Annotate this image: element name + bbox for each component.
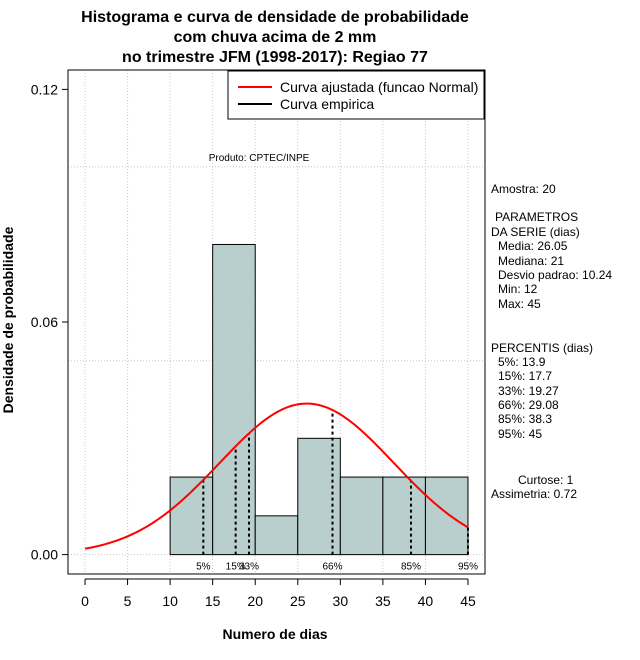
x-tick-label: 25 [290, 593, 306, 609]
stats-panel: Amostra: 20 PARAMETROS DA SERIE (dias) M… [491, 182, 612, 501]
histogram-bar [424, 476, 469, 556]
stat-desvio: Desvio padrao: 10.24 [498, 268, 612, 282]
y-tick-label: 0.00 [31, 547, 58, 563]
x-tick-label: 35 [375, 593, 391, 609]
stat-media: Media: 26.05 [498, 239, 568, 253]
histogram-bar [169, 476, 214, 556]
y-tick-label: 0.06 [31, 314, 58, 330]
x-tick-label: 15 [205, 593, 221, 609]
x-tick-label: 20 [247, 593, 263, 609]
stat-param-title-1: PARAMETROS [495, 210, 578, 224]
stat-curtose: Curtose: 1 [518, 473, 574, 487]
product-annotation: Produto: CPTEC/INPE [209, 153, 310, 164]
x-axis-label: Numero de dias [222, 626, 327, 642]
x-tick-label: 5 [124, 593, 132, 609]
normal-density-curve [84, 402, 469, 550]
stat-p85: 85%: 38.3 [498, 412, 552, 426]
percentile-label: 66% [322, 562, 342, 573]
stat-p66: 66%: 29.08 [498, 398, 559, 412]
percentile-label: 15% [226, 562, 246, 573]
stat-p15: 15%: 17.7 [498, 369, 552, 383]
x-tick-label: 0 [81, 593, 89, 609]
stat-p33: 33%: 19.27 [498, 384, 559, 398]
stat-mediana: Mediana: 21 [498, 254, 564, 268]
histogram-bar [339, 476, 384, 556]
chart-title-line-1: Histograma e curva de densidade de proba… [81, 9, 469, 26]
x-tick-label: 30 [333, 593, 349, 609]
y-axis-label: Densidade de probabilidade [0, 226, 16, 413]
stat-p5: 5%: 13.9 [498, 355, 546, 369]
percentile-label: 33% [239, 562, 259, 573]
axis-layer: 0 5 10 15 20 25 30 35 40 45 0.00 0.06 0.12 [31, 81, 476, 609]
percentile-layer: 5% 15%33% 66% 85% 95% [196, 410, 478, 573]
chart-title-line-2: com chuva acima de 2 mm [174, 29, 377, 46]
histogram-bar [212, 243, 256, 556]
x-tick-label: 10 [162, 593, 178, 609]
histogram-bar [297, 437, 341, 556]
stat-min: Min: 12 [498, 282, 538, 296]
legend-label-fitted: Curva ajustada (funcao Normal) [280, 79, 478, 95]
curve-layer [84, 402, 469, 550]
stat-param-title-2: DA SERIE (dias) [491, 225, 580, 239]
percentile-label: 5% [196, 562, 211, 573]
legend: Curva ajustada (funcao Normal) Curva emp… [227, 70, 485, 120]
x-tick-label: 45 [460, 593, 476, 609]
x-tick-label: 40 [418, 593, 434, 609]
percentile-label: 95% [458, 562, 478, 573]
legend-label-empirical: Curva empirica [280, 96, 374, 112]
percentile-label: 85% [401, 562, 421, 573]
stat-percentis-title: PERCENTIS (dias) [491, 341, 593, 355]
bar-layer [169, 243, 469, 556]
stat-max: Max: 45 [498, 297, 541, 311]
stat-p95: 95%: 45 [498, 427, 542, 441]
stat-amostra: Amostra: 20 [491, 182, 556, 196]
stat-assimetria: Assimetria: 0.72 [491, 487, 577, 501]
histogram-bar [254, 515, 299, 556]
histogram-bar [382, 476, 426, 556]
y-tick-label: 0.12 [31, 81, 58, 97]
chart-title-line-3: no trimestre JFM (1998-2017): Regiao 77 [122, 49, 428, 66]
legend-box [227, 70, 485, 120]
